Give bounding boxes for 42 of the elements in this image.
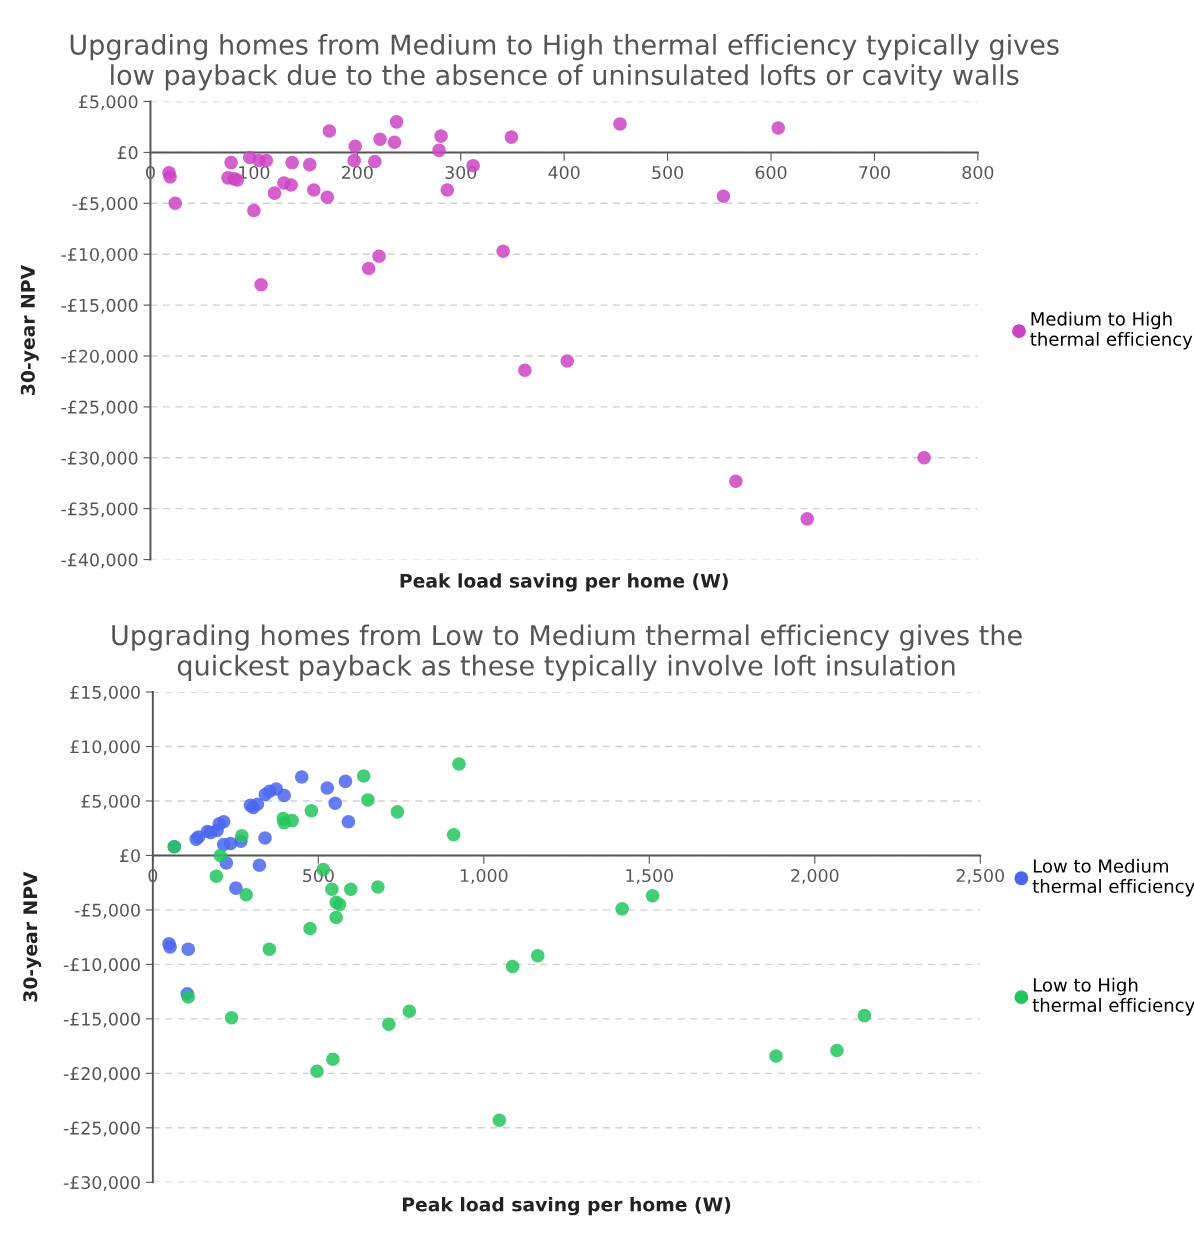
chart-title: Upgrading homes from Medium to High thermal efficiency typically gives low payback due to the absence of uninsulated lofts or cavity walls xyxy=(70,33,1059,91)
x-tick-label: 800 xyxy=(962,165,994,180)
chart-title: Upgrading homes from Low to Medium thermal efficiency gives the quickest payback as these typically involve loft insulation xyxy=(112,624,1022,682)
y-tick-label: -£25,000 xyxy=(63,1121,140,1137)
y-tick-label: -£30,000 xyxy=(61,451,138,467)
x-tick-label: 1,000 xyxy=(460,868,508,884)
x-tick-label: 700 xyxy=(859,165,890,180)
y-tick-label: £0 xyxy=(117,146,138,160)
y-tick-label: -£40,000 xyxy=(61,553,138,569)
y-tick-label: -£10,000 xyxy=(63,958,140,974)
x-axis-title: Peak load saving per home (W) xyxy=(400,573,728,592)
y-tick-label: £10,000 xyxy=(70,740,140,756)
x-tick-label: 100 xyxy=(239,165,270,180)
y-tick-label: £15,000 xyxy=(70,685,140,701)
y-tick-label: -£35,000 xyxy=(61,502,138,518)
x-tick-label: 1,500 xyxy=(626,868,673,884)
legend-label: Low to High thermal efficiency xyxy=(1032,977,1194,1016)
y-tick-label: -£5,000 xyxy=(74,903,140,919)
y-axis-title: 30-year NPV xyxy=(23,871,42,1002)
legend-label: Medium to High thermal efficiency xyxy=(1030,311,1193,350)
y-tick-label: £5,000 xyxy=(81,794,140,810)
y-tick-label: -£15,000 xyxy=(61,298,138,314)
x-tick-label: 2,500 xyxy=(956,868,1004,884)
x-tick-label: 2,000 xyxy=(791,868,839,884)
y-tick-label: -£20,000 xyxy=(63,1067,140,1082)
x-tick-label: 200 xyxy=(342,165,373,180)
x-tick-label: 500 xyxy=(652,165,684,180)
y-tick-label: £0 xyxy=(120,849,140,863)
y-tick-label: -£10,000 xyxy=(61,247,138,263)
x-tick-label: 500 xyxy=(303,868,334,883)
y-tick-label: -£30,000 xyxy=(63,1176,140,1191)
x-tick-label: 300 xyxy=(445,165,477,180)
y-tick-label: -£25,000 xyxy=(61,400,138,416)
y-tick-label: -£20,000 xyxy=(61,349,138,365)
y-axis-title: 30-year NPV xyxy=(20,265,39,395)
legend-label: Low to Medium thermal efficiency xyxy=(1032,858,1194,897)
y-tick-label: -£5,000 xyxy=(72,197,138,212)
x-tick-label: 600 xyxy=(755,165,787,180)
x-axis-title: Peak load saving per home (W) xyxy=(403,1197,731,1216)
y-tick-label: £5,000 xyxy=(78,95,138,111)
y-tick-label: -£15,000 xyxy=(63,1012,140,1028)
x-tick-label: 400 xyxy=(548,165,580,180)
